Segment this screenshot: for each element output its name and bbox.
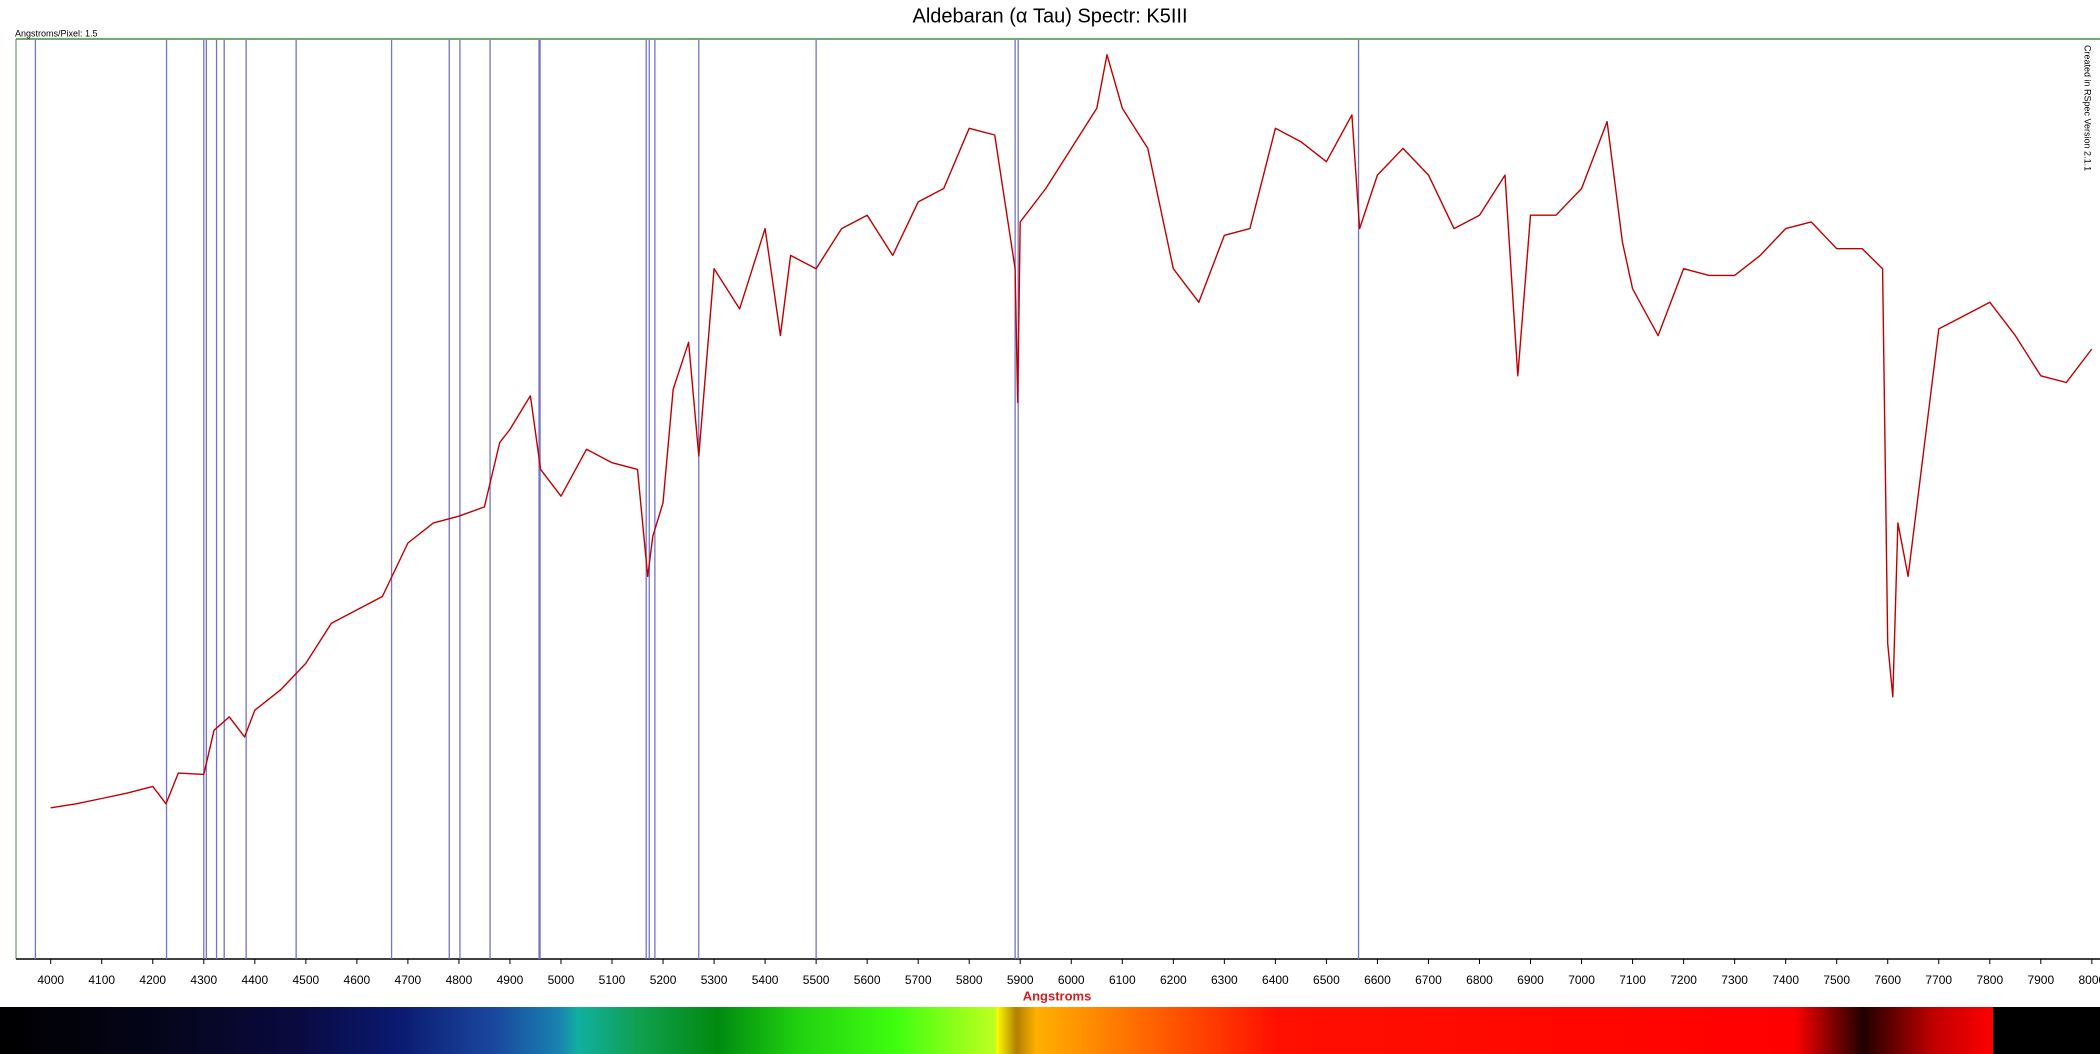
x-tick-label: 6100 xyxy=(1109,973,1136,987)
x-tick-label: 6200 xyxy=(1160,973,1187,987)
x-tick-label: 7700 xyxy=(1925,973,1952,987)
x-tick-label: 4800 xyxy=(446,973,473,987)
x-tick-label: 5300 xyxy=(701,973,728,987)
x-tick-label: 4000 xyxy=(37,973,64,987)
x-tick-label: 5400 xyxy=(752,973,779,987)
x-tick-label: 6600 xyxy=(1364,973,1391,987)
x-tick-label: 4400 xyxy=(241,973,268,987)
x-tick-label: 6800 xyxy=(1466,973,1493,987)
x-tick-label: 4700 xyxy=(395,973,422,987)
x-tick-label: 6500 xyxy=(1313,973,1340,987)
x-tick-label: 5000 xyxy=(548,973,575,987)
x-tick-label: 7000 xyxy=(1568,973,1595,987)
x-tick-label: 4900 xyxy=(497,973,524,987)
x-tick-label: 7900 xyxy=(2027,973,2054,987)
x-tick-label: 7300 xyxy=(1721,973,1748,987)
watermark: Created in RSpec Version 2.1.1 xyxy=(2083,45,2093,171)
scale-note: Angstroms/Pixel: 1.5 xyxy=(15,28,98,38)
x-tick-label: 8000 xyxy=(2078,973,2100,987)
spectrum-strip xyxy=(0,1007,1993,1054)
x-tick-label: 7400 xyxy=(1772,973,1799,987)
x-tick-label: 5600 xyxy=(854,973,881,987)
x-tick-label: 5200 xyxy=(650,973,677,987)
x-tick-label: 6700 xyxy=(1415,973,1442,987)
x-tick-label: 4600 xyxy=(344,973,371,987)
x-tick-label: 4500 xyxy=(292,973,319,987)
x-tick-label: 6400 xyxy=(1262,973,1289,987)
x-tick-label: 5900 xyxy=(1007,973,1034,987)
x-tick-label: 6300 xyxy=(1211,973,1238,987)
x-tick-label: 4300 xyxy=(190,973,217,987)
x-tick-label: 5700 xyxy=(905,973,932,987)
x-tick-label: 7200 xyxy=(1670,973,1697,987)
chart-title: Aldebaran (α Tau) Spectr: K5III xyxy=(912,5,1187,27)
x-tick-label: 7600 xyxy=(1874,973,1901,987)
x-tick-label: 4200 xyxy=(139,973,166,987)
x-tick-label: 7100 xyxy=(1619,973,1646,987)
x-tick-label: 5100 xyxy=(599,973,626,987)
spectrum-line xyxy=(50,54,2093,809)
x-tick-label: 5800 xyxy=(956,973,983,987)
x-tick-label: 4100 xyxy=(88,973,115,987)
x-tick-label: 7800 xyxy=(1976,973,2003,987)
x-tick-label: 6000 xyxy=(1058,973,1085,987)
x-tick-label: 6900 xyxy=(1517,973,1544,987)
x-tick-label: 5500 xyxy=(803,973,830,987)
x-axis-label: Angstroms xyxy=(1023,988,1092,1003)
x-tick-label: 7500 xyxy=(1823,973,1850,987)
